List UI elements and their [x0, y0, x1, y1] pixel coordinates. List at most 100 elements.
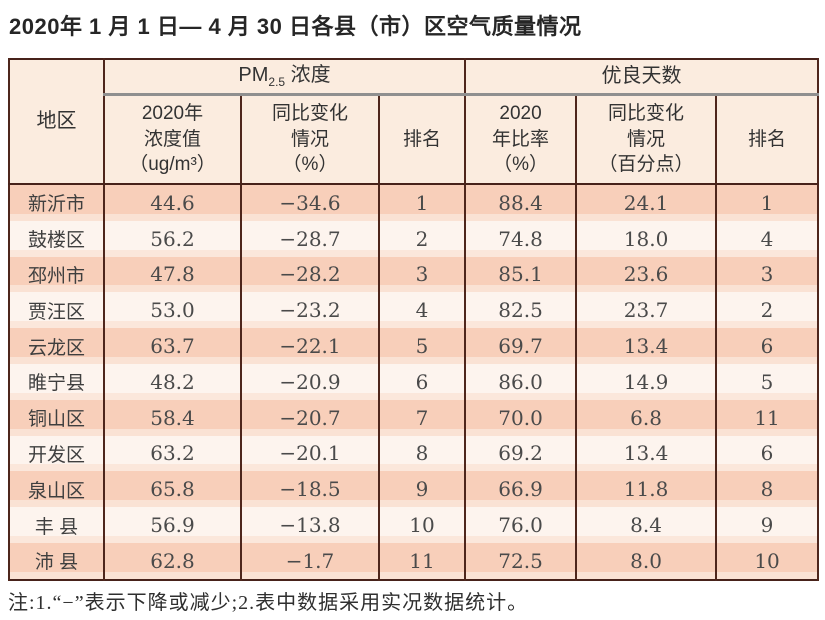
- good-rate-cell: 72.5: [464, 542, 578, 580]
- table-row: 睢宁县 48.2 −20.9 6 86.0 14.9 5: [8, 363, 820, 400]
- good-rate-cell: 69.7: [464, 328, 578, 364]
- pm-value-cell: 56.9: [103, 507, 242, 543]
- pm-change-cell: −1.7: [240, 542, 380, 580]
- table-row: 泉山区 65.8 −18.5 9 66.9 11.8 8: [8, 471, 820, 508]
- table-row: 铜山区 58.4 −20.7 7 70.0 6.8 11: [8, 399, 820, 436]
- table-row: 贾汪区 53.0 −23.2 4 82.5 23.7 2: [8, 292, 820, 329]
- header-good-change: 同比变化 情况 （百分点）: [575, 94, 718, 185]
- region-cell: 沛 县: [8, 542, 105, 580]
- pm-value-cell: 63.2: [103, 435, 242, 472]
- good-rank-cell: 6: [715, 328, 820, 364]
- good-rank-cell: 1: [715, 184, 820, 221]
- good-rank-cell: 8: [715, 471, 820, 508]
- good-rate-cell: 69.2: [464, 435, 578, 472]
- pm-value-cell: 62.8: [103, 542, 242, 580]
- good-rank-cell: 10: [715, 542, 820, 580]
- group-header-row: 地区 PM2.5 浓度 优良天数: [8, 59, 820, 185]
- good-change-cell: 6.8: [575, 399, 718, 436]
- good-rank-cell: 4: [715, 220, 820, 257]
- pm-change-cell: −34.6: [240, 184, 380, 221]
- good-change-cell: 13.4: [575, 328, 718, 364]
- header-pm25-group: PM2.5 浓度: [102, 59, 467, 96]
- pm-rank-cell: 3: [377, 256, 467, 293]
- header-good-rank: 排名: [715, 94, 820, 185]
- pm-change-cell: −20.7: [240, 399, 380, 436]
- pm-change-cell: −28.7: [240, 220, 380, 257]
- region-cell: 铜山区: [8, 399, 105, 436]
- pm-change-cell: −28.2: [240, 256, 380, 293]
- good-change-cell: 24.1: [575, 184, 718, 221]
- pm-value-cell: 47.8: [103, 256, 242, 293]
- pm-value-cell: 48.2: [103, 363, 242, 400]
- pm-label-subscript: 2.5: [268, 75, 286, 90]
- good-rate-cell: 88.4: [464, 184, 578, 221]
- good-change-cell: 13.4: [575, 435, 718, 472]
- region-cell: 邳州市: [8, 256, 105, 293]
- good-rate-cell: 74.8: [464, 220, 578, 257]
- good-change-cell: 11.8: [575, 471, 718, 508]
- region-cell: 云龙区: [8, 328, 105, 364]
- table-row: 新沂市 44.6 −34.6 1 88.4 24.1 1: [8, 184, 820, 221]
- air-quality-table: 地区 PM2.5 浓度 优良天数 2020年 浓度值 （ug/m³） 同比变化 …: [8, 58, 820, 581]
- region-cell: 鼓楼区: [8, 220, 105, 257]
- good-change-cell: 23.7: [575, 292, 718, 329]
- table-body: 新沂市 44.6 −34.6 1 88.4 24.1 1 鼓楼区 56.2 −2…: [8, 184, 820, 580]
- table-row: 丰 县 56.9 −13.8 10 76.0 8.4 9: [8, 507, 820, 543]
- pm-rank-cell: 1: [377, 184, 467, 221]
- good-rate-cell: 76.0: [464, 507, 578, 543]
- pm-change-cell: −13.8: [240, 507, 380, 543]
- pm-change-cell: −20.9: [240, 363, 380, 400]
- header-region: 地区: [8, 59, 105, 185]
- page-title: 2020年 1 月 1 日— 4 月 30 日各县（市）区空气质量情况: [9, 14, 582, 39]
- good-rate-cell: 70.0: [464, 399, 578, 436]
- pm-change-cell: −20.1: [240, 435, 380, 472]
- pm-rank-cell: 2: [377, 220, 467, 257]
- header-good-days-group: 优良天数: [464, 59, 820, 96]
- region-cell: 开发区: [8, 435, 105, 472]
- pm-change-cell: −22.1: [240, 328, 380, 364]
- good-rate-cell: 86.0: [464, 363, 578, 400]
- good-rate-cell: 85.1: [464, 256, 578, 293]
- sub-header-row: 2020年 浓度值 （ug/m³） 同比变化 情况 （%） 排名 2020 年比…: [9, 94, 820, 185]
- good-change-cell: 14.9: [575, 363, 718, 400]
- pm-value-cell: 44.6: [103, 184, 242, 221]
- table-row: 沛 县 62.8 −1.7 11 72.5 8.0 10: [8, 542, 820, 580]
- region-cell: 新沂市: [8, 184, 105, 221]
- good-rank-cell: 6: [715, 435, 820, 472]
- pm-rank-cell: 9: [377, 471, 467, 508]
- region-cell: 丰 县: [8, 507, 105, 543]
- table-row: 云龙区 63.7 −22.1 5 69.7 13.4 6: [8, 328, 820, 364]
- footnote: 注:1.“−”表示下降或减少;2.表中数据采用实况数据统计。: [8, 592, 529, 614]
- table-header: 地区 PM2.5 浓度 优良天数 2020年 浓度值 （ug/m³） 同比变化 …: [8, 59, 820, 185]
- pm-rank-cell: 6: [377, 363, 467, 400]
- pm-change-cell: −23.2: [240, 292, 380, 329]
- good-rank-cell: 2: [715, 292, 820, 329]
- region-cell: 泉山区: [8, 471, 105, 508]
- pm-rank-cell: 4: [377, 292, 467, 329]
- pm-value-cell: 53.0: [103, 292, 242, 329]
- pm-rank-cell: 7: [377, 399, 467, 436]
- pm-rank-cell: 5: [377, 328, 467, 364]
- pm-change-cell: −18.5: [240, 471, 380, 508]
- pm-value-cell: 63.7: [103, 328, 242, 364]
- region-cell: 贾汪区: [8, 292, 105, 329]
- good-rank-cell: 11: [715, 399, 820, 436]
- pm-rank-cell: 11: [377, 542, 467, 580]
- good-change-cell: 8.0: [575, 542, 718, 580]
- good-rank-cell: 5: [715, 363, 820, 400]
- good-rank-cell: 3: [715, 256, 820, 293]
- good-change-cell: 8.4: [575, 507, 718, 543]
- pm-rank-cell: 8: [377, 435, 467, 472]
- table-row: 开发区 63.2 −20.1 8 69.2 13.4 6: [8, 435, 820, 472]
- region-cell: 睢宁县: [8, 363, 105, 400]
- header-pm-rank: 排名: [377, 94, 467, 185]
- pm-value-cell: 65.8: [103, 471, 242, 508]
- pm-label-suffix: 浓度: [285, 64, 331, 87]
- pm-label-prefix: PM: [238, 64, 269, 87]
- table-row: 鼓楼区 56.2 −28.7 2 74.8 18.0 4: [8, 220, 820, 257]
- header-pm-value: 2020年 浓度值 （ug/m³）: [103, 94, 242, 185]
- pm-value-cell: 56.2: [103, 220, 242, 257]
- table-row: 邳州市 47.8 −28.2 3 85.1 23.6 3: [8, 256, 820, 293]
- good-change-cell: 23.6: [575, 256, 718, 293]
